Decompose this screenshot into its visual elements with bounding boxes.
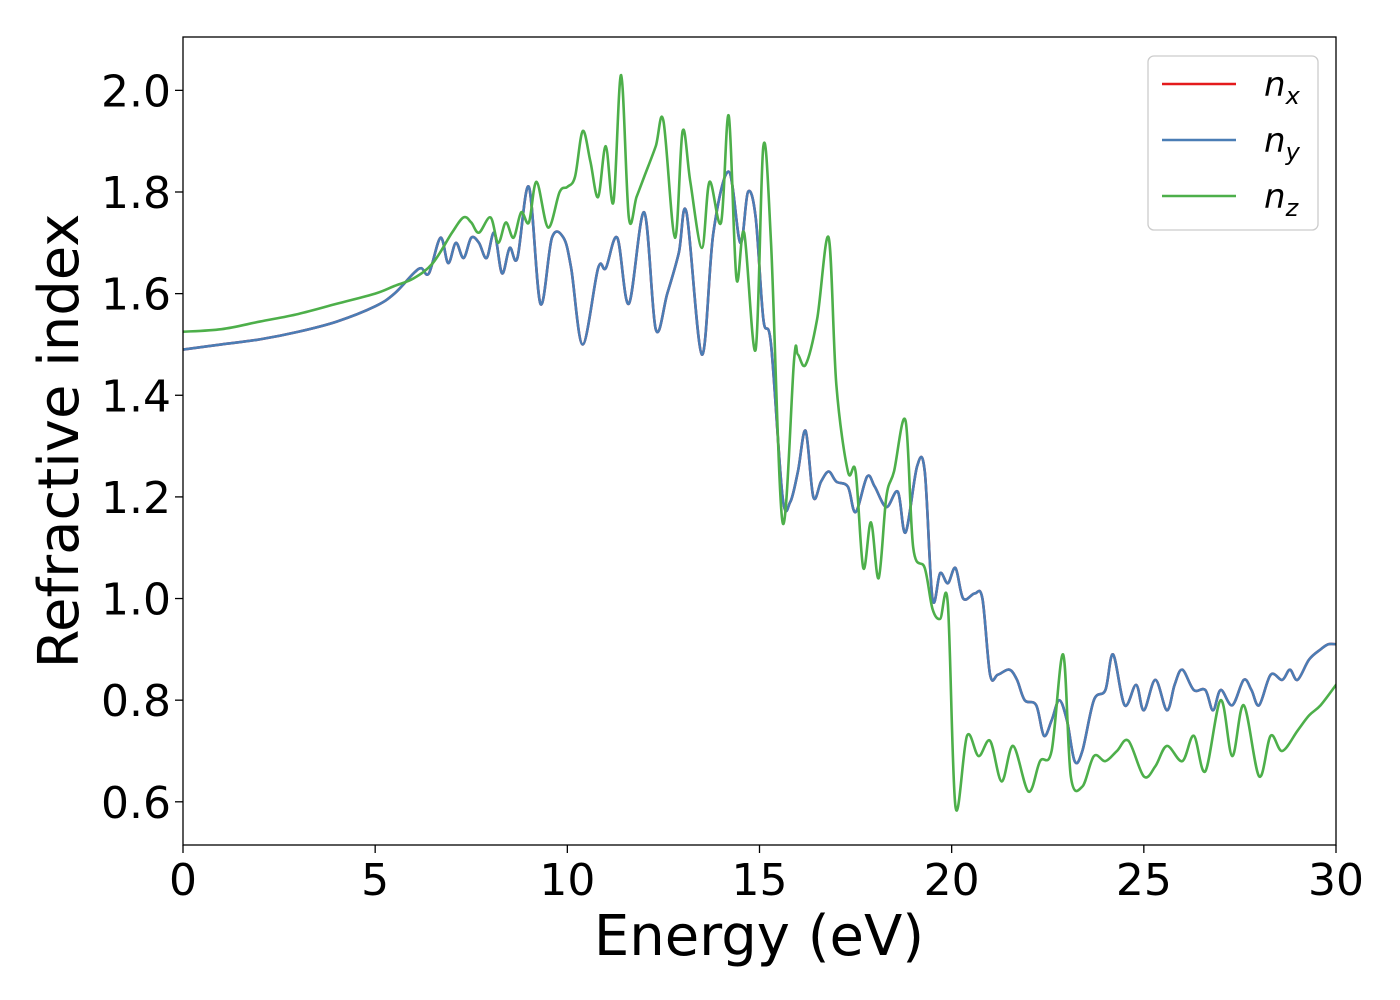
x-tick-label: 15 <box>732 855 788 906</box>
legend-label-main: n <box>1264 65 1286 105</box>
y-tick-label: 1.0 <box>101 575 171 626</box>
x-axis-label: Energy (eV) <box>594 904 924 969</box>
x-tick-label: 30 <box>1308 855 1364 906</box>
x-tick-label: 25 <box>1116 855 1172 906</box>
legend-label-n-y: ny <box>1264 121 1301 166</box>
y-axis-label: Refractive index <box>27 214 92 669</box>
legend-label-subscript: z <box>1285 194 1300 222</box>
x-tick-label: 0 <box>169 855 197 906</box>
y-tick-label: 0.8 <box>101 676 171 727</box>
x-tick-label: 20 <box>924 855 980 906</box>
series-line-n-y <box>183 170 1336 765</box>
series-group <box>183 73 1336 812</box>
y-tick-label: 1.4 <box>101 371 171 422</box>
legend-label-subscript: y <box>1285 138 1301 166</box>
y-tick-label: 1.8 <box>101 168 171 219</box>
series-layer <box>183 73 1336 812</box>
legend-label-subscript: x <box>1285 82 1301 110</box>
series-line-n-z <box>183 73 1336 812</box>
legend-label-main: n <box>1264 121 1286 161</box>
axes-layer: 0 5 10 15 20 25 30 0.6 0.8 1.0 1.2 1.4 1.6 1.8 2.0 <box>101 36 1364 906</box>
legend-label-n-z: nz <box>1264 177 1300 222</box>
x-tick-label: 5 <box>361 855 389 906</box>
y-tick-label: 1.2 <box>101 473 171 524</box>
legend-box <box>1147 55 1319 231</box>
legend-label-main: n <box>1264 177 1286 217</box>
x-tick-label: 10 <box>539 855 595 906</box>
y-tick-label: 0.6 <box>101 778 171 829</box>
y-tick-label: 2.0 <box>101 66 171 117</box>
legend-label-n-x: nx <box>1264 65 1301 110</box>
y-tick-label: 1.6 <box>101 270 171 321</box>
